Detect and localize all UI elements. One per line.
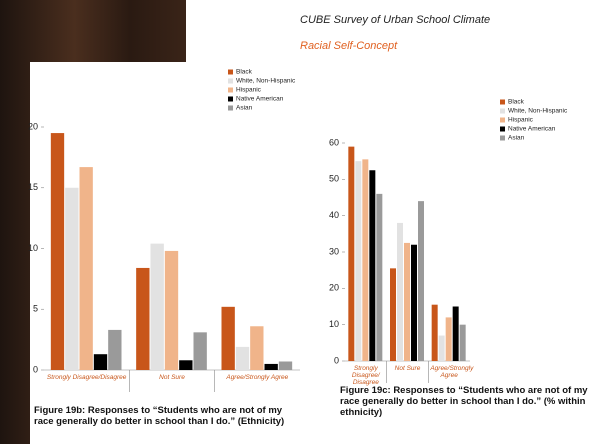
y-tick-label: 50	[329, 174, 339, 184]
legend-swatch	[500, 126, 505, 132]
figure-caption: Figure 19b: Responses to “Students who a…	[34, 405, 285, 427]
bar	[193, 332, 207, 370]
y-tick-label: 20	[329, 283, 339, 293]
x-tick-label: Agree/Strongly Agree	[226, 374, 289, 381]
x-tick-label: Not Sure	[394, 365, 421, 372]
y-tick-label: 30	[329, 246, 339, 256]
bar	[404, 242, 410, 361]
y-tick-label: 20	[28, 121, 38, 131]
y-tick-label: 15	[28, 182, 38, 192]
bar	[459, 324, 466, 361]
bar	[418, 201, 424, 361]
bar	[438, 335, 445, 361]
legend-label: White, Non-Hispanic	[236, 78, 296, 85]
bar	[376, 193, 383, 361]
legend-label: Hispanic	[508, 117, 534, 124]
y-tick-label: 0	[33, 364, 38, 374]
legend-swatch	[228, 87, 233, 93]
legend-swatch	[228, 69, 233, 75]
legend-swatch	[500, 135, 505, 141]
legend-swatch	[500, 99, 505, 105]
bar	[348, 146, 355, 361]
legend-label: Black	[236, 69, 253, 76]
x-tick-label: Not Sure	[159, 374, 185, 381]
slide-subtitle: Racial Self-Concept	[300, 40, 398, 52]
legend-label: Asian	[508, 135, 525, 142]
bar	[150, 243, 164, 370]
legend-swatch	[500, 117, 505, 123]
bar	[431, 304, 438, 361]
bar	[445, 317, 452, 361]
y-tick-label: 10	[28, 243, 38, 253]
y-tick-label: 60	[329, 137, 339, 147]
figure-caption: Figure 19c: Responses to “Students who a…	[340, 385, 588, 418]
legend-swatch	[228, 105, 233, 111]
bar	[452, 306, 459, 361]
x-tick-label: Strongly Disagree/ Disagree	[351, 365, 380, 386]
y-tick-label: 10	[329, 319, 339, 329]
bar	[164, 250, 179, 370]
bar	[264, 363, 278, 370]
legend-label: White, Non-Hispanic	[508, 108, 568, 115]
legend-swatch	[228, 78, 233, 84]
bar	[65, 187, 79, 370]
y-tick-label: 40	[329, 210, 339, 220]
legend-label: Asian	[236, 105, 253, 112]
bar	[397, 222, 403, 361]
bar	[250, 326, 264, 370]
legend-label: Black	[508, 99, 525, 106]
legend-label: Native American	[508, 126, 556, 133]
bar	[369, 170, 376, 361]
legend-label: Native American	[236, 96, 284, 103]
bar	[221, 306, 235, 370]
bar	[362, 159, 369, 361]
legend-label: Hispanic	[236, 87, 262, 94]
bar	[390, 268, 396, 361]
bar	[179, 360, 193, 370]
y-tick-label: 5	[33, 304, 38, 314]
x-tick-label: Agree/Strongly Agree	[430, 365, 474, 379]
x-tick-label: Strongly Disagree/Disagree	[46, 374, 127, 381]
legend-swatch	[500, 108, 505, 114]
bar	[93, 354, 108, 370]
bar	[278, 361, 293, 370]
legend-swatch	[228, 96, 233, 102]
bar	[355, 161, 362, 361]
bar	[411, 244, 417, 361]
bar	[235, 346, 250, 370]
bar	[50, 133, 65, 370]
slide-title: CUBE Survey of Urban School Climate	[300, 14, 491, 26]
bar	[136, 267, 150, 370]
bar	[79, 167, 93, 370]
y-tick-label: 0	[334, 355, 339, 365]
bar	[108, 329, 122, 370]
